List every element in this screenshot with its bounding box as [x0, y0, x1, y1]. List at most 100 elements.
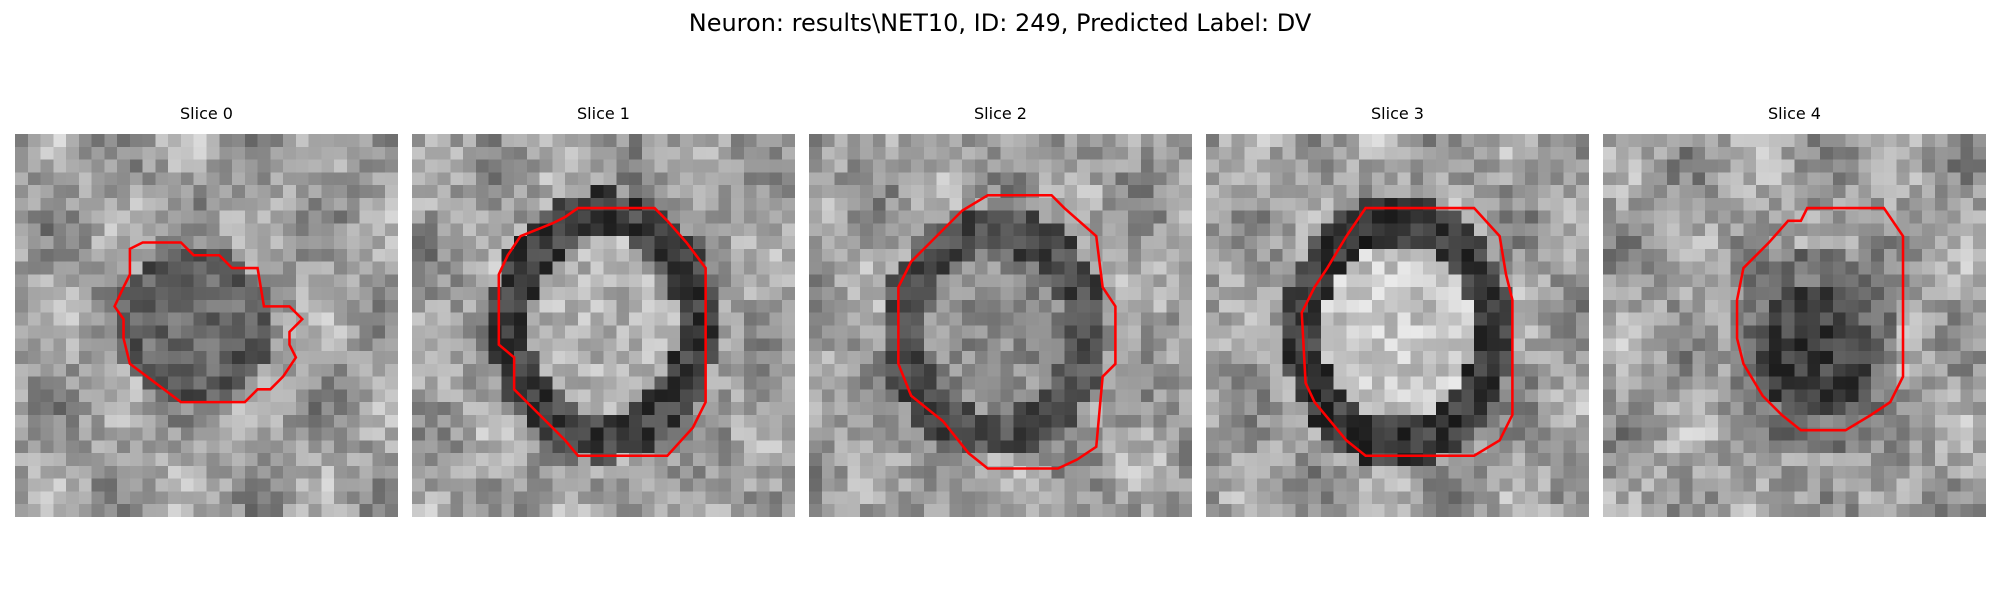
pixel — [731, 363, 745, 377]
pixel — [1346, 414, 1360, 428]
pixel — [53, 414, 67, 428]
pixel — [1410, 325, 1424, 339]
pixel — [1384, 172, 1398, 186]
pixel — [1359, 248, 1373, 262]
pixel — [949, 363, 963, 377]
pixel — [705, 453, 719, 467]
pixel — [1179, 504, 1192, 517]
pixel — [1410, 299, 1424, 313]
pixel — [1666, 325, 1680, 339]
pixel — [1615, 146, 1629, 160]
pixel — [1858, 248, 1872, 262]
pixel — [1550, 312, 1564, 326]
pixel — [1871, 389, 1885, 403]
pixel — [974, 236, 988, 250]
pixel — [244, 210, 258, 224]
pixel — [295, 504, 309, 517]
pixel — [475, 261, 489, 275]
pixel — [193, 261, 207, 275]
pixel — [1231, 248, 1245, 262]
pixel — [91, 376, 105, 390]
pixel — [1922, 185, 1936, 199]
pixel — [1153, 389, 1167, 403]
pixel — [1537, 338, 1551, 352]
pixel — [1461, 146, 1475, 160]
pixel — [1883, 248, 1897, 262]
pixel — [680, 261, 694, 275]
pixel — [949, 491, 963, 505]
pixel — [514, 312, 528, 326]
pixel — [911, 287, 925, 301]
pixel — [705, 248, 719, 262]
pixel — [1038, 338, 1052, 352]
pixel — [1218, 440, 1232, 454]
pixel — [565, 312, 579, 326]
pixel — [1832, 146, 1846, 160]
pixel — [463, 274, 477, 288]
pixel — [860, 299, 874, 313]
pixel — [1435, 159, 1449, 173]
pixel — [1654, 248, 1668, 262]
pixel — [1512, 248, 1526, 262]
pixel — [821, 491, 835, 505]
pixel — [590, 287, 604, 301]
pixel — [180, 363, 194, 377]
pixel — [1820, 402, 1834, 416]
pixel — [1153, 338, 1167, 352]
pixel — [1077, 274, 1091, 288]
pixel — [295, 491, 309, 505]
pixel — [412, 299, 426, 313]
pixel — [1871, 440, 1885, 454]
pixel — [1206, 440, 1220, 454]
pixel — [27, 427, 41, 441]
pixel — [270, 236, 284, 250]
pixel — [1308, 325, 1322, 339]
pixel — [1026, 376, 1040, 390]
pixel — [295, 261, 309, 275]
pixel — [1896, 478, 1910, 492]
pixel — [193, 274, 207, 288]
pixel — [321, 504, 335, 517]
pixel — [1244, 465, 1258, 479]
pixel — [372, 376, 386, 390]
pixel — [1410, 402, 1424, 416]
pixel — [1397, 491, 1411, 505]
pixel — [552, 351, 566, 365]
pixel — [463, 325, 477, 339]
pixel — [129, 172, 143, 186]
pixel — [565, 453, 579, 467]
pixel — [1038, 312, 1052, 326]
pixel — [142, 287, 156, 301]
pixel — [1218, 312, 1232, 326]
pixel — [885, 197, 899, 211]
pixel — [334, 351, 348, 365]
pixel — [359, 197, 373, 211]
pixel — [501, 299, 515, 313]
pixel — [412, 491, 426, 505]
pixel — [283, 427, 297, 441]
pixel — [308, 427, 322, 441]
pixel — [219, 248, 233, 262]
pixel — [142, 325, 156, 339]
pixel — [1781, 376, 1795, 390]
pixel — [66, 414, 80, 428]
pixel — [66, 185, 80, 199]
pixel — [1308, 134, 1322, 148]
pixel — [872, 274, 886, 288]
pixel — [616, 248, 630, 262]
pixel — [1666, 351, 1680, 365]
pixel — [782, 172, 795, 186]
pixel — [346, 172, 360, 186]
pixel — [769, 402, 783, 416]
pixel — [1064, 414, 1078, 428]
pixel — [1743, 210, 1757, 224]
pixel — [475, 172, 489, 186]
pixel — [1973, 312, 1986, 326]
pixel — [1397, 414, 1411, 428]
pixel — [872, 261, 886, 275]
pixel — [168, 248, 182, 262]
pixel — [974, 287, 988, 301]
pixel — [501, 504, 515, 517]
pixel — [308, 338, 322, 352]
pixel — [565, 274, 579, 288]
